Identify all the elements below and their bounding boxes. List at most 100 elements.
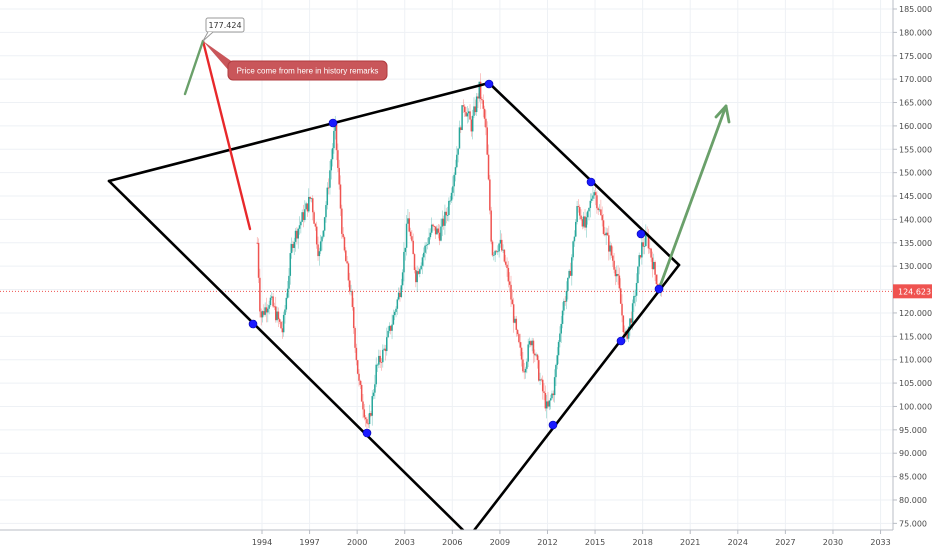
candle-body (501, 239, 503, 251)
candle-body (264, 307, 266, 315)
candle-body (265, 307, 268, 313)
candle-body (397, 292, 400, 300)
candle-body (313, 212, 315, 224)
candle-body (618, 275, 621, 289)
candle-body (437, 228, 440, 233)
candle-body (514, 318, 516, 323)
candle-body (545, 401, 548, 409)
candle-body (592, 195, 594, 199)
candle-body (654, 261, 656, 275)
touch-point-marker[interactable] (654, 284, 664, 294)
candle-body (630, 318, 633, 323)
candle-body (508, 281, 511, 285)
candle-body (371, 396, 373, 416)
candle-body (581, 219, 584, 227)
price-callout-box[interactable] (205, 17, 245, 33)
candle-body (626, 330, 629, 339)
candle-body (469, 111, 471, 120)
note-box[interactable] (227, 60, 388, 81)
x-tick-label: 2012 (537, 538, 557, 547)
candle-body (515, 318, 518, 330)
candle-body (473, 106, 475, 116)
candle-body (426, 244, 429, 245)
candle-body (444, 211, 446, 226)
candle-body (325, 205, 327, 218)
candle-body (491, 241, 494, 256)
y-axis[interactable]: 185.000 180.000 175.000 170.000 165.000 160.0… (892, 0, 932, 550)
candle-body (261, 311, 264, 318)
candle-body (310, 198, 313, 200)
candle-body (358, 373, 360, 381)
candle-body (463, 106, 466, 113)
y-tick-label: 80.000 (899, 496, 927, 505)
touch-point-marker[interactable] (328, 118, 338, 128)
candle-body (588, 207, 590, 212)
candle-body (555, 364, 557, 378)
candle-body (263, 311, 265, 315)
candle-body (532, 340, 535, 354)
candle-body (376, 364, 379, 366)
candle-body (400, 285, 403, 298)
candle-body (366, 419, 368, 424)
x-tick-label: 1997 (299, 538, 319, 547)
candle-body (598, 209, 601, 211)
x-tick-label: 2015 (585, 538, 605, 547)
candle-body (561, 310, 564, 324)
candle-body (271, 296, 273, 298)
candle-body (631, 303, 634, 323)
candle-body (576, 206, 578, 222)
touch-point-marker[interactable] (548, 420, 558, 430)
candle-body (590, 198, 593, 201)
candle-body (312, 198, 314, 213)
candle-body (433, 226, 436, 227)
candle-body (416, 271, 418, 283)
candle-body (614, 269, 617, 277)
candle-body (315, 226, 318, 245)
candle-body (544, 393, 547, 409)
touch-point-marker[interactable] (616, 336, 626, 346)
current-price-tag (893, 284, 932, 299)
candle-body (268, 305, 270, 309)
candle-body (424, 245, 426, 253)
candle-body (429, 232, 432, 238)
touch-point-marker[interactable] (586, 177, 596, 187)
y-tick-label: 120.000 (899, 309, 932, 318)
candle-body (375, 364, 377, 385)
x-axis[interactable]: 1994 1997 2000 2003 2006 2009 2012 2015 2018 2021… (0, 529, 932, 550)
candle-body (481, 99, 483, 101)
candle-body (641, 242, 643, 258)
y-tick-label: 140.000 (899, 215, 932, 224)
candle-body (571, 257, 573, 276)
candle-body (494, 250, 496, 255)
y-tick-label: 180.000 (899, 28, 932, 37)
candle-body (370, 413, 372, 416)
y-tick-label: 150.000 (899, 169, 932, 178)
touch-point-marker[interactable] (362, 428, 372, 438)
x-axis-bg (0, 530, 932, 550)
candle-body (462, 105, 465, 107)
touch-point-marker[interactable] (636, 229, 646, 239)
candle-body (407, 218, 409, 224)
candle-body (449, 200, 451, 202)
candle-body (412, 240, 414, 255)
candle-body (309, 196, 311, 199)
candle-body (329, 170, 331, 188)
touch-point-marker[interactable] (248, 319, 258, 329)
candle-body (560, 323, 562, 334)
candle-body (548, 400, 551, 407)
candle-body (387, 330, 389, 338)
candle-body (337, 150, 339, 168)
candle-body (300, 221, 302, 226)
candle-body (655, 274, 658, 285)
touch-point-marker[interactable] (484, 79, 494, 89)
candle-body (345, 250, 347, 262)
candle-body (634, 295, 636, 297)
y-tick-label: 185.000 (899, 5, 932, 14)
candle-body (479, 81, 482, 100)
candle-body (573, 236, 576, 242)
candle-body (569, 270, 572, 276)
candle-body (285, 297, 288, 310)
candle-body (395, 308, 397, 312)
candle-body (334, 122, 336, 131)
